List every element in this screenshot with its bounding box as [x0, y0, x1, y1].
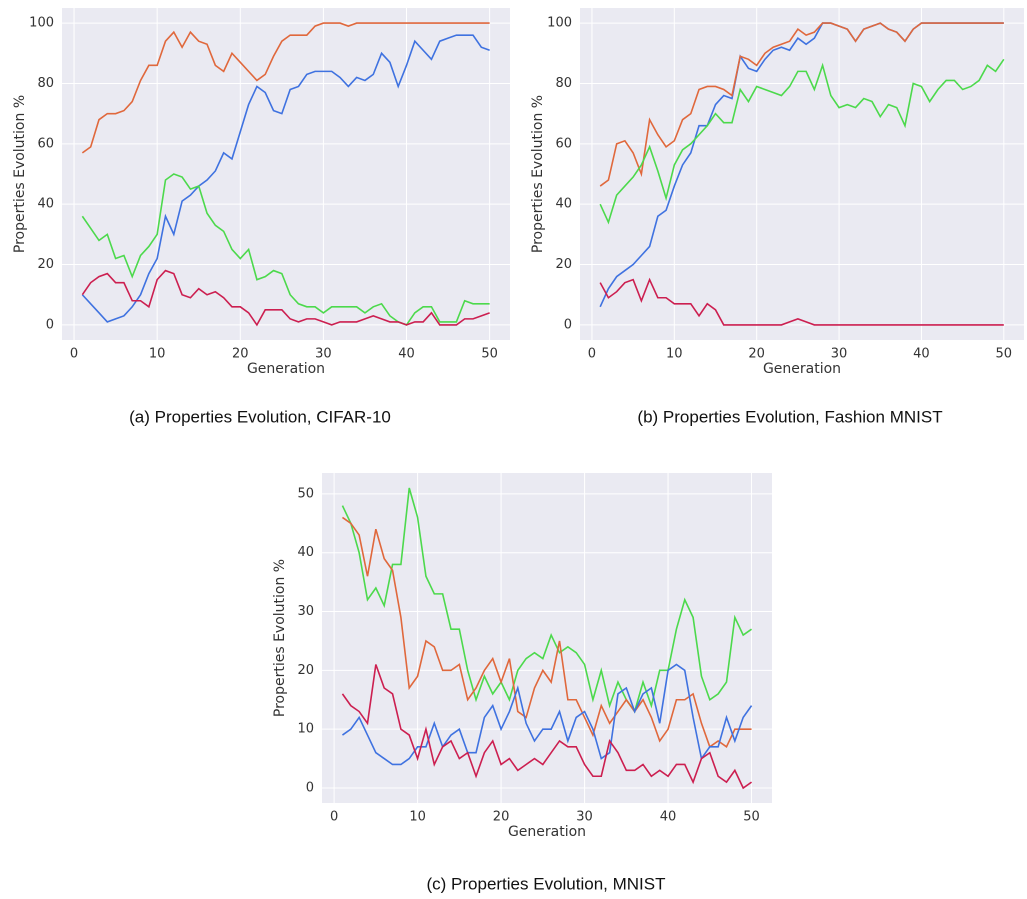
x-tick-label: 40: [398, 347, 415, 362]
y-tick-label: 0: [306, 781, 314, 796]
x-tick-label: 30: [315, 347, 332, 362]
y-tick-label: 10: [297, 722, 314, 737]
y-tick-label: 20: [555, 257, 572, 272]
y-tick-label: 60: [555, 136, 572, 151]
y-tick-label: 40: [297, 545, 314, 560]
y-tick-label: 0: [46, 317, 54, 332]
series-line: [81, 34, 490, 323]
series-line: [341, 487, 753, 714]
y-tick-label: 100: [29, 16, 54, 31]
x-tick-label: 0: [70, 347, 78, 362]
x-tick-label: 50: [996, 347, 1013, 362]
x-tick-label: 0: [588, 347, 596, 362]
x-axis-label: Generation: [247, 361, 325, 377]
x-tick-label: 10: [666, 347, 683, 362]
y-axis-label: Properties Evolution %: [12, 95, 28, 253]
series-line: [341, 663, 753, 766]
plot-background: [580, 8, 1024, 340]
x-tick-label: 10: [409, 810, 426, 825]
y-axis-label: Properties Evolution %: [272, 559, 288, 717]
x-tick-label: 40: [660, 810, 677, 825]
x-tick-label: 20: [493, 810, 510, 825]
caption: (c) Properties Evolution, MNIST: [426, 874, 665, 893]
y-tick-label: 30: [297, 604, 314, 619]
y-tick-label: 20: [297, 663, 314, 678]
series-line: [81, 22, 490, 154]
y-tick-label: 50: [297, 486, 314, 501]
plot-background: [62, 8, 510, 340]
series-line: [599, 22, 1004, 187]
y-tick-label: 60: [37, 136, 54, 151]
series-line: [599, 277, 1004, 326]
x-tick-label: 20: [232, 347, 249, 362]
x-tick-label: 30: [831, 347, 848, 362]
y-tick-label: 0: [564, 317, 572, 332]
y-tick-label: 100: [547, 16, 572, 31]
x-tick-label: 30: [576, 810, 593, 825]
series-line: [341, 664, 753, 790]
caption: (b) Properties Evolution, Fashion MNIST: [637, 407, 942, 426]
y-tick-label: 20: [37, 257, 54, 272]
y-axis-label: Properties Evolution %: [530, 95, 546, 253]
x-tick-label: 50: [743, 810, 760, 825]
series-line: [341, 516, 752, 749]
x-axis-label: Generation: [763, 361, 841, 377]
y-tick-label: 40: [37, 197, 54, 212]
series-line: [81, 269, 490, 327]
x-tick-label: 20: [748, 347, 765, 362]
x-tick-label: 0: [330, 810, 338, 825]
series-line: [81, 173, 490, 326]
caption: (a) Properties Evolution, CIFAR-10: [129, 407, 391, 426]
y-tick-label: 40: [555, 197, 572, 212]
x-tick-label: 10: [149, 347, 166, 362]
x-tick-label: 40: [913, 347, 930, 362]
series-line: [599, 58, 1005, 225]
x-tick-label: 50: [481, 347, 498, 362]
plot-background: [322, 473, 772, 803]
x-axis-label: Generation: [508, 824, 586, 840]
y-tick-label: 80: [37, 76, 54, 91]
y-tick-label: 80: [555, 76, 572, 91]
